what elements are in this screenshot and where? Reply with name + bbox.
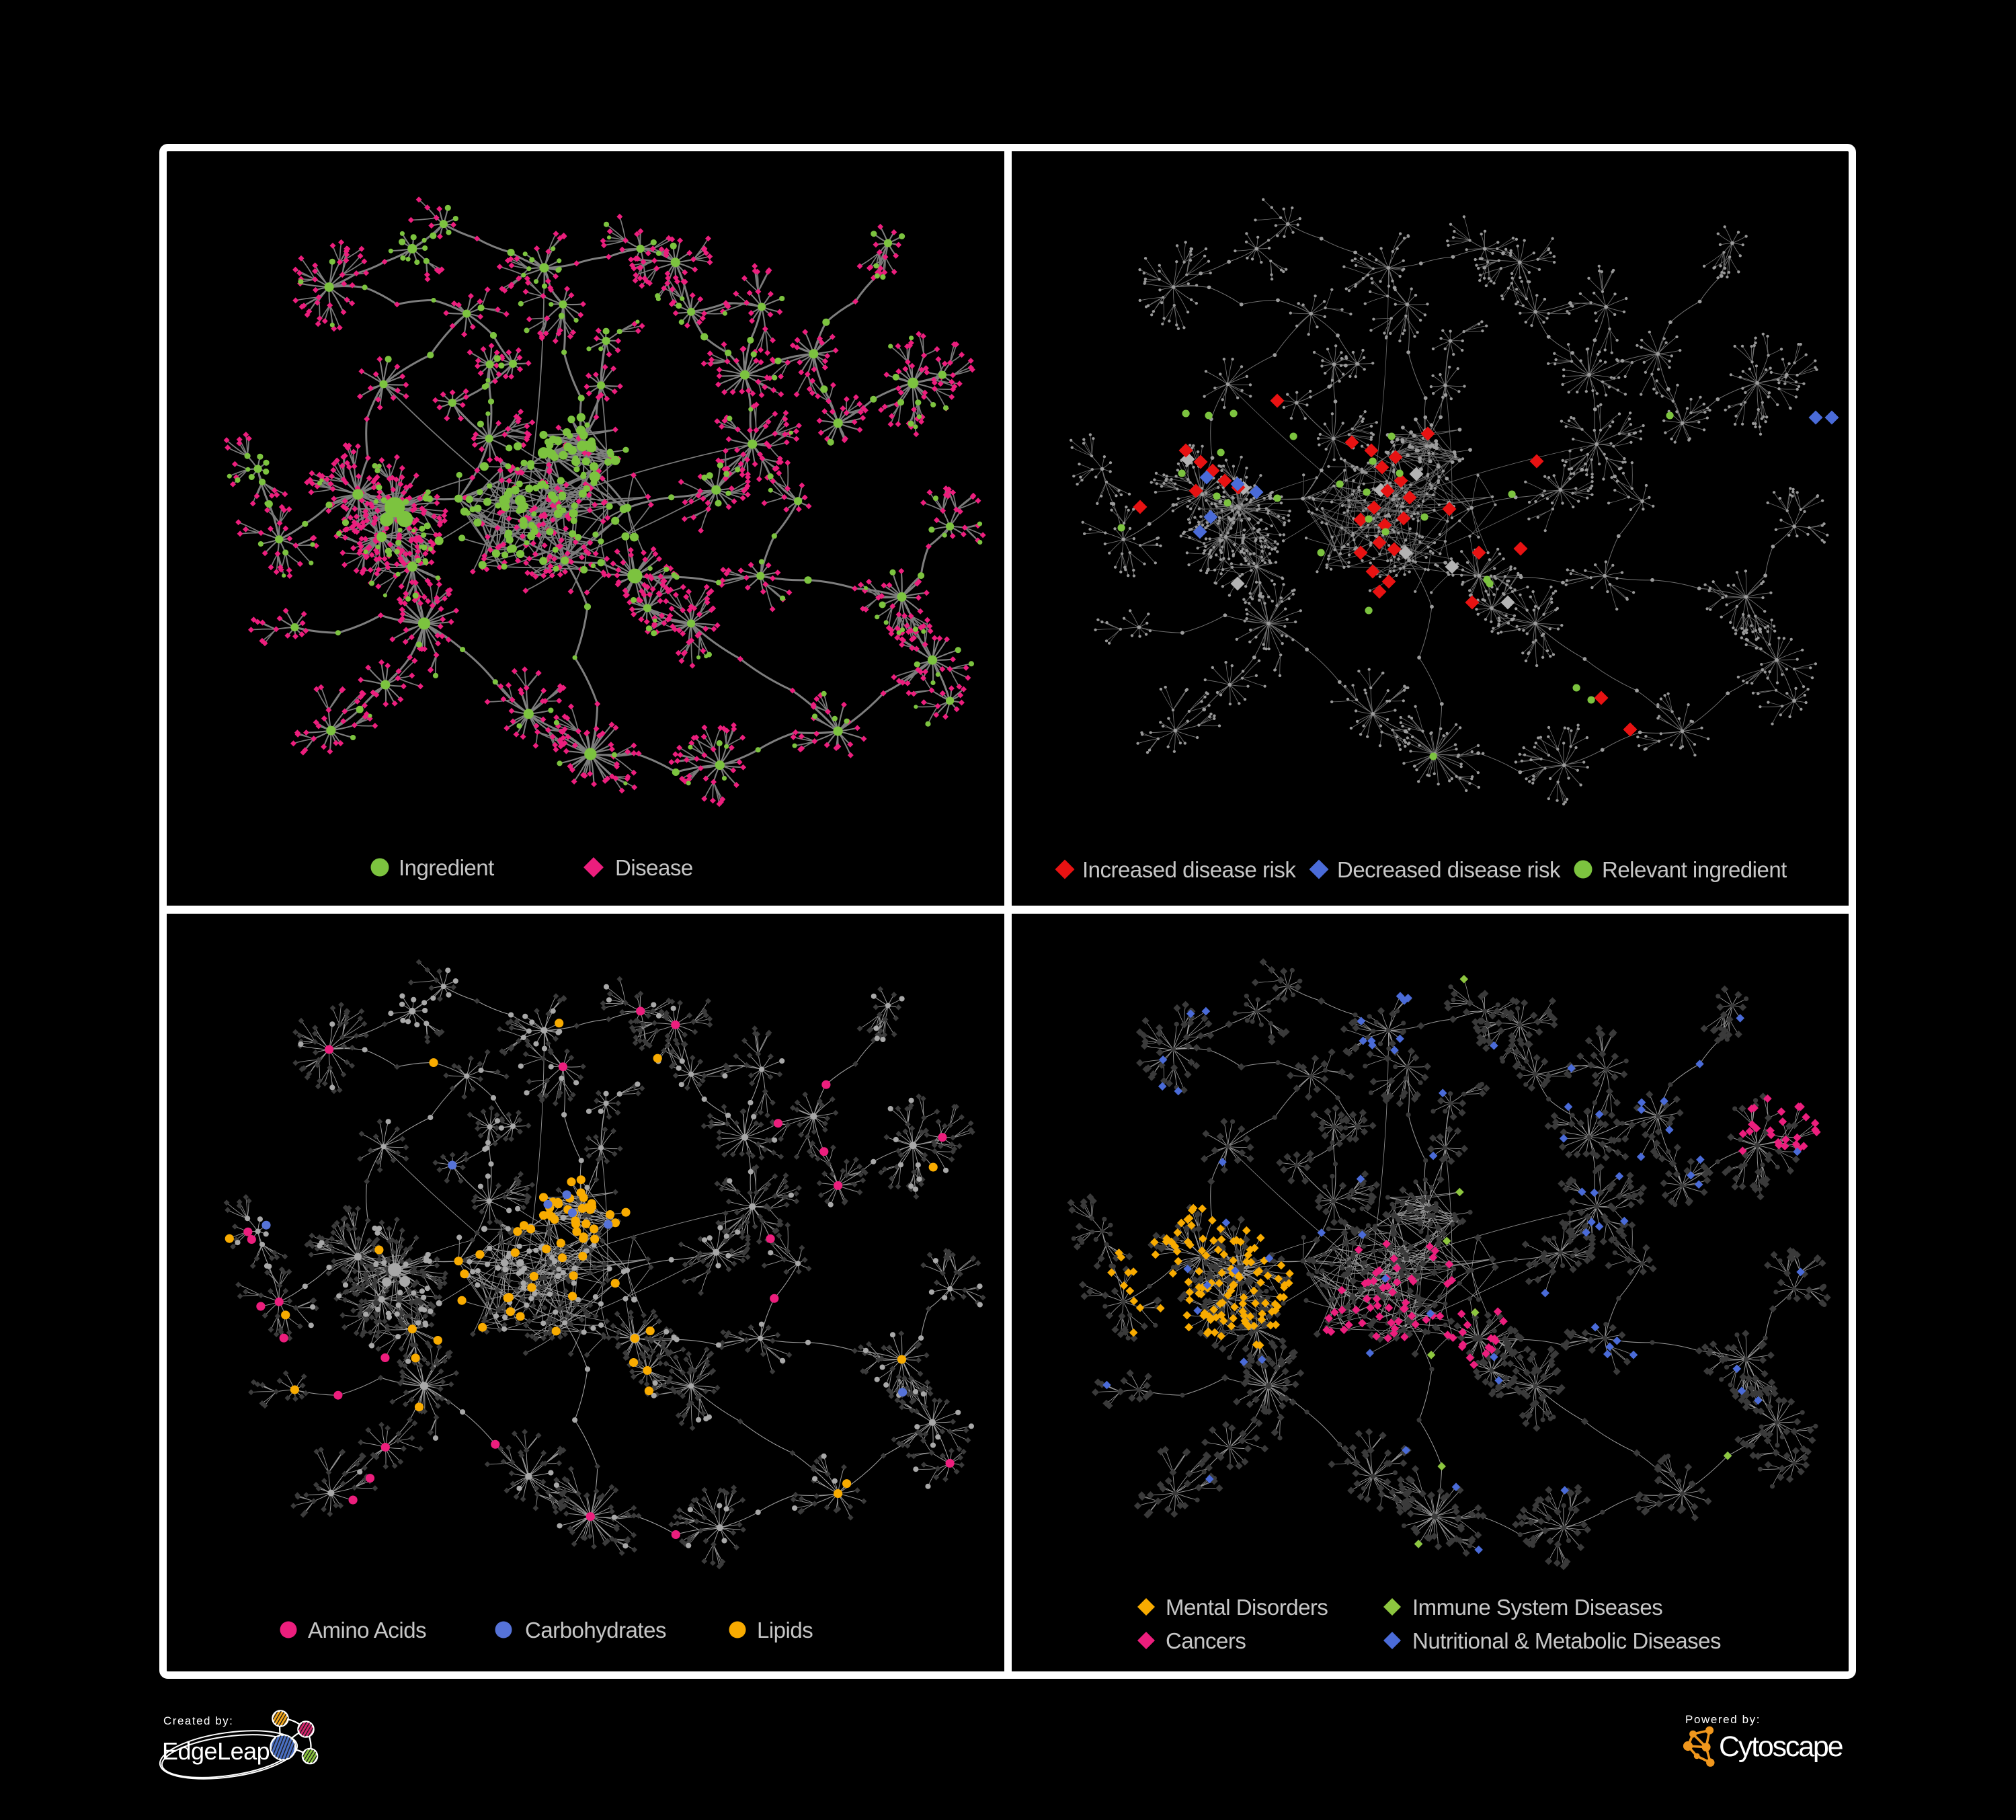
svg-text:Cancers: Cancers xyxy=(1166,1628,1246,1653)
svg-text:Disease: Disease xyxy=(615,855,693,880)
svg-text:Decreased disease risk: Decreased disease risk xyxy=(1337,857,1561,882)
svg-text:Cytoscape: Cytoscape xyxy=(1719,1731,1843,1763)
svg-text:EdgeLeap: EdgeLeap xyxy=(162,1737,270,1765)
svg-text:Nutritional & Metabolic Diseas: Nutritional & Metabolic Diseases xyxy=(1412,1628,1721,1653)
svg-text:Powered by:: Powered by: xyxy=(1685,1713,1761,1726)
svg-text:Carbohydrates: Carbohydrates xyxy=(525,1618,666,1643)
svg-text:Relevant ingredient: Relevant ingredient xyxy=(1602,857,1787,882)
svg-text:Immune System Diseases: Immune System Diseases xyxy=(1412,1595,1662,1620)
svg-text:Mental Disorders: Mental Disorders xyxy=(1166,1595,1328,1620)
svg-text:Created by:: Created by: xyxy=(163,1714,233,1727)
svg-text:Amino Acids: Amino Acids xyxy=(308,1618,426,1643)
svg-text:Ingredient: Ingredient xyxy=(399,855,494,880)
svg-text:Lipids: Lipids xyxy=(757,1618,813,1643)
svg-text:Increased disease risk: Increased disease risk xyxy=(1082,857,1296,882)
